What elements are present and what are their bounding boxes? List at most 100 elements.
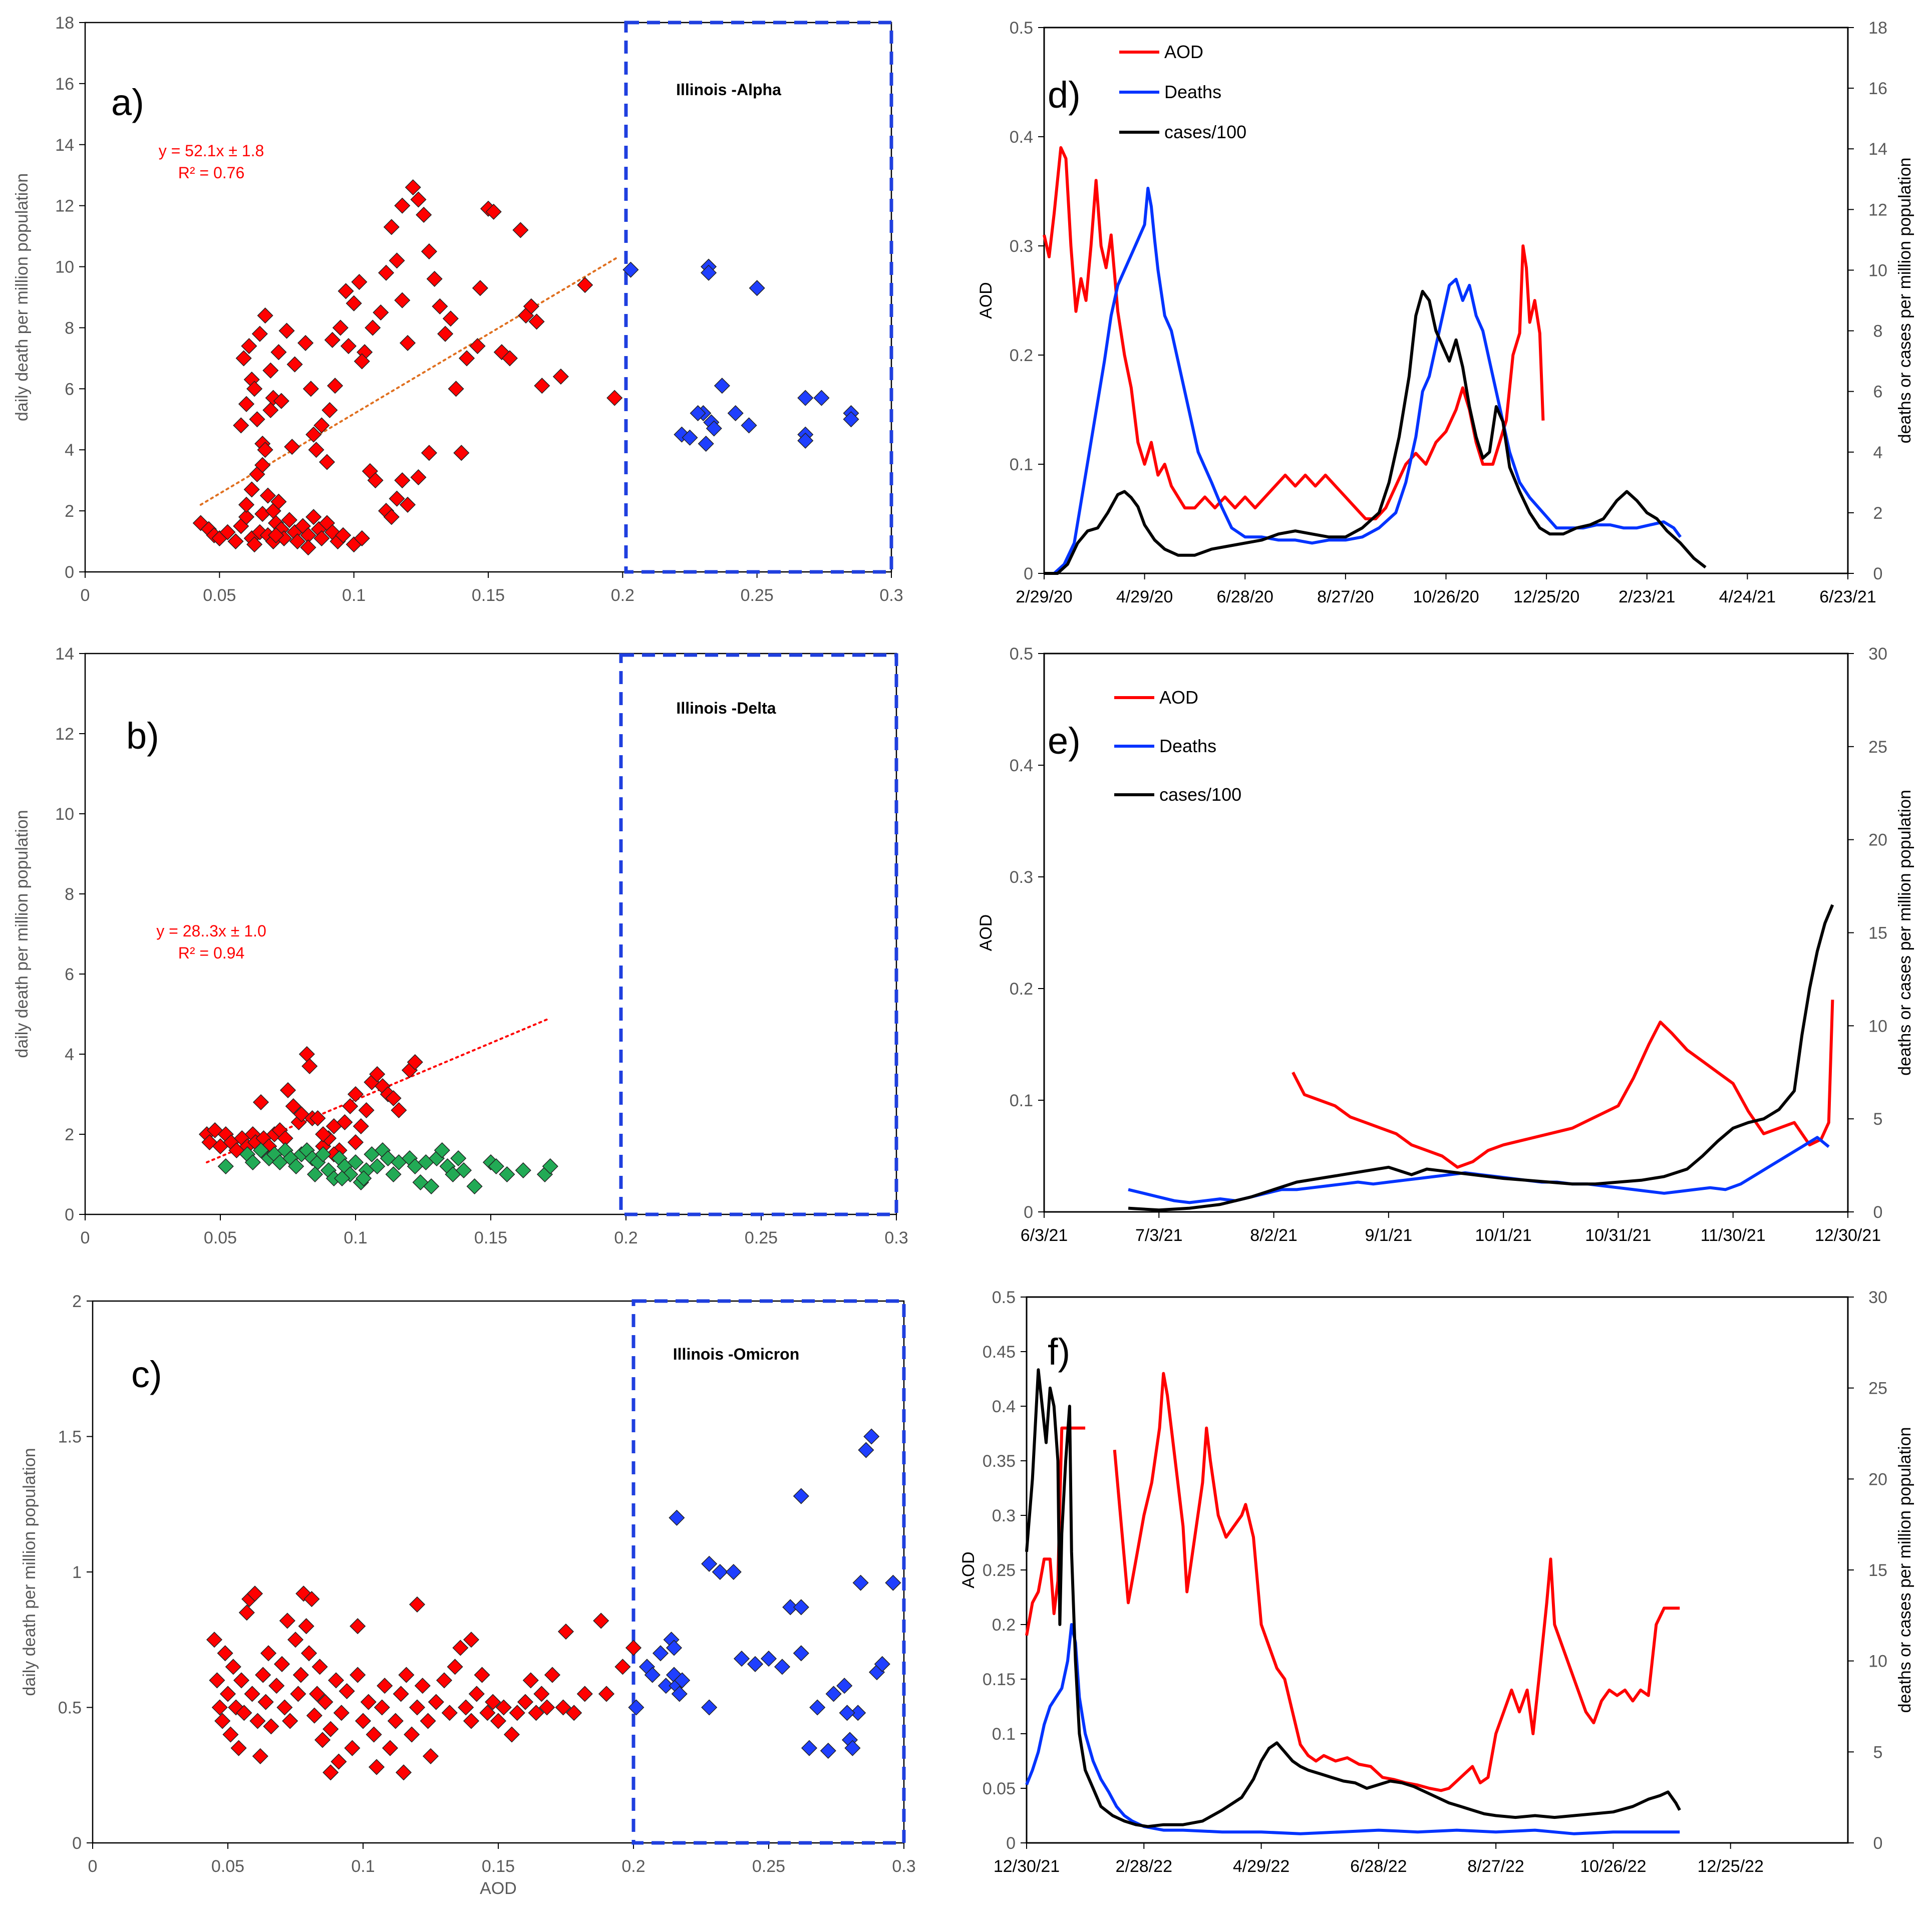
red-point [251,326,268,342]
red-point [252,1748,268,1764]
green-point [455,1162,472,1179]
red-point [257,1694,274,1710]
x-tick-label: 12/30/21 [1815,1226,1881,1245]
red-point [394,472,411,489]
red-point [437,326,454,342]
blue-point [801,1740,818,1756]
red-point [426,270,443,287]
red-point [351,273,368,290]
x-tick-label: 2/23/21 [1619,587,1675,606]
x-tick-label: 0.05 [204,1228,237,1247]
regression-equation: y = 28..3x ± 1.0 [156,922,266,940]
blue-point [644,1667,661,1683]
x-tick-label: 7/3/21 [1135,1226,1183,1245]
blue-point [793,1488,809,1504]
red-point [281,512,297,528]
red-point [333,1705,350,1721]
red-point [289,533,306,550]
red-point [273,393,289,409]
red-point [577,277,593,293]
y-tick-label: 1.5 [58,1428,82,1447]
blue-point [652,1645,669,1662]
red-point [474,1667,490,1683]
green-point [499,1166,515,1183]
x-tick-label: 0.2 [614,1228,637,1247]
y2-tick-label: 15 [1868,1561,1887,1580]
y2-tick-label: 14 [1868,140,1887,159]
red-point [441,1705,458,1721]
red-point [447,1659,463,1675]
red-point [292,1667,309,1683]
red-point [490,1713,507,1729]
green-point [334,1170,351,1187]
red-point [544,1667,561,1683]
blue-point [839,1705,855,1721]
y-tick-label: 0.5 [1010,19,1033,38]
red-point [387,1713,404,1729]
x-tick-label: 0.3 [892,1857,915,1876]
blue-point [658,1678,674,1694]
red-point [219,1686,236,1702]
y2-tick-label: 15 [1868,924,1887,943]
red-point [270,344,287,361]
red-point [368,1759,385,1775]
y-tick-label: 4 [65,441,74,460]
y2-tick-label: 10 [1868,1652,1887,1671]
red-point [297,335,314,351]
red-point [249,1713,266,1729]
y-axis-title: AOD [959,1551,978,1588]
y2-tick-label: 30 [1868,1288,1887,1307]
red-point [340,338,357,355]
red-point [382,1740,399,1756]
x-tick-label: 0.25 [745,1228,778,1247]
red-point [323,1721,339,1737]
red-point [509,1705,525,1721]
legend-label: AOD [1164,42,1203,62]
red-point [501,350,518,367]
y-tick-label: 0.15 [983,1670,1016,1689]
y-tick-label: 10 [55,805,74,824]
red-point [314,1732,331,1748]
chart-c: 0 0.5 1 1.5 2 0 0.05 0.1 0.15 0.2 0.25 0.3 daily dea… [20,1292,916,1898]
red-point [315,1126,332,1143]
red-point [338,283,354,299]
red-point [555,1699,571,1716]
y2-tick-label: 6 [1873,383,1883,402]
red-point [246,381,263,397]
green-point [385,1166,402,1183]
blue-point [674,1672,691,1689]
x-tick-label: 0.15 [482,1857,515,1876]
red-point [452,1640,469,1656]
red-point [300,539,316,556]
y2-tick-label: 12 [1868,200,1887,219]
red-point [302,381,319,397]
red-point [324,332,341,348]
x-tick-label: 0.05 [203,586,236,605]
red-point [347,1134,364,1151]
red-point [263,1718,279,1735]
regression-equation: y = 52.1x ± 1.8 [159,142,264,160]
red-point [552,368,569,385]
x-tick-label: 0.25 [752,1857,785,1876]
green-point [315,1146,332,1163]
red-point [335,527,352,543]
y-axis-title: daily death per million population [20,1448,39,1696]
blue-point [863,1428,880,1445]
blue-point [712,1563,728,1580]
red-point [225,1659,241,1675]
y-tick-label: 0.5 [1010,645,1033,664]
red-point [378,264,395,281]
red-point [318,454,336,470]
series-line-cases-100 [1044,289,1707,575]
blue-point [671,1686,688,1702]
x-tick-label: 0.3 [884,1228,908,1247]
blue-point [858,1442,874,1458]
blue-point [701,264,717,281]
red-point [311,1659,328,1675]
red-point [246,1585,263,1602]
y2-tick-label: 20 [1868,1470,1887,1489]
series-line-cases-100 [1128,904,1834,1212]
red-point [566,1705,582,1721]
blue-point [760,1651,777,1667]
y-tick-label: 0 [1006,1834,1016,1853]
